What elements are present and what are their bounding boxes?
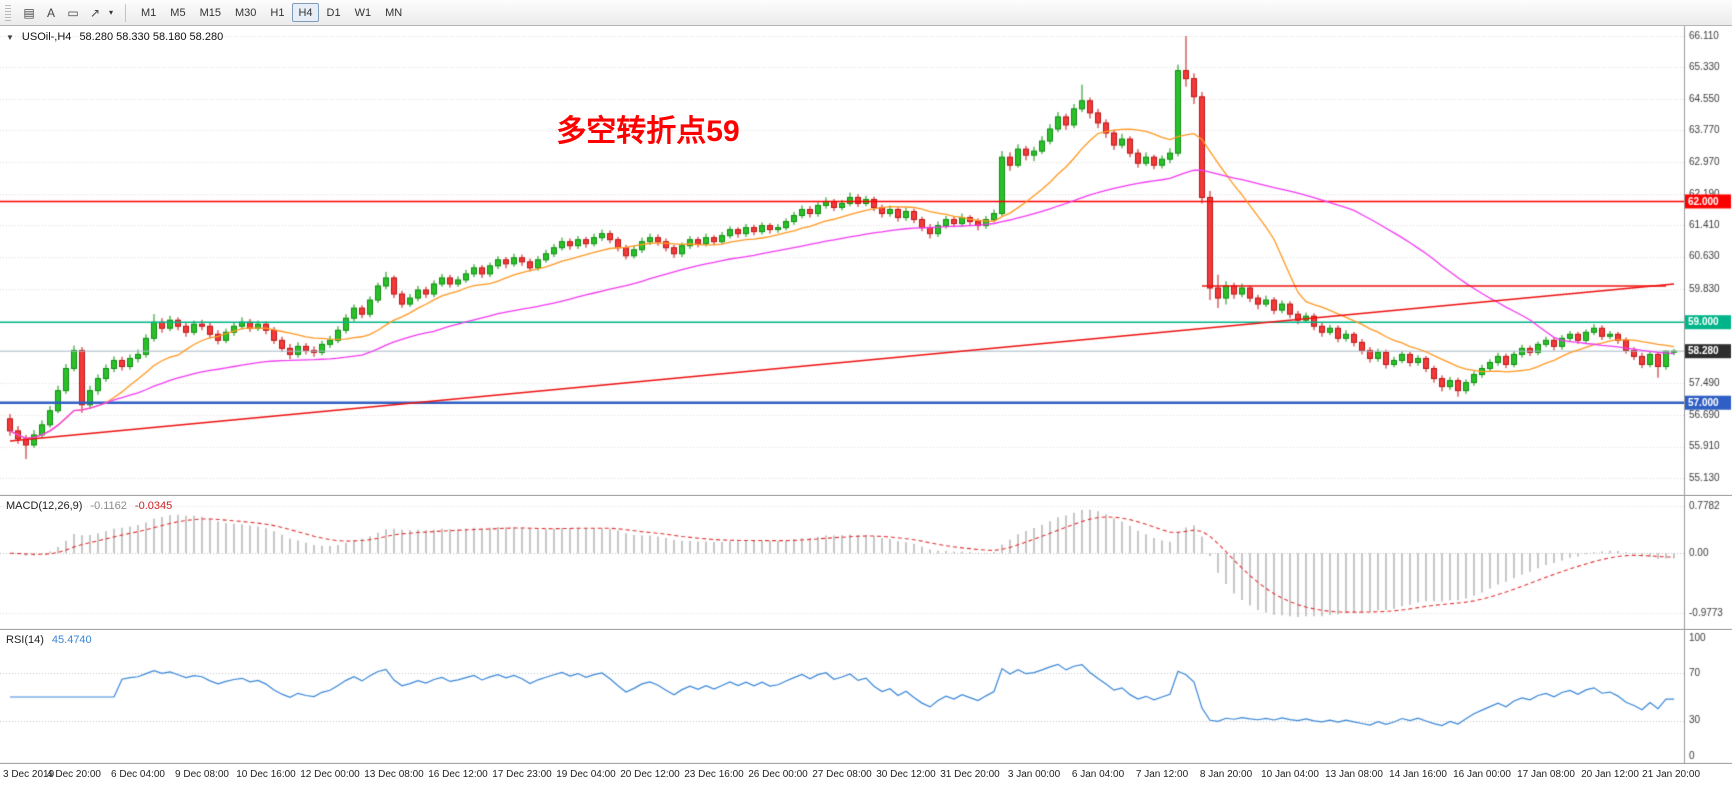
shapes-tool-icon[interactable]: ▭ <box>67 5 79 20</box>
timeframe-d1-button[interactable]: D1 <box>326 6 341 19</box>
ohlc-values: 58.280 58.330 58.180 58.280 <box>79 31 224 43</box>
time-label: 3 Jan 00:00 <box>1007 769 1061 780</box>
macd-indicator-label: MACD(12,26,9) -0.1162 -0.0345 <box>6 500 172 512</box>
time-label: 16 Jan 00:00 <box>1453 769 1511 780</box>
time-label: 14 Jan 16:00 <box>1389 769 1447 780</box>
time-label: 23 Dec 16:00 <box>684 769 744 780</box>
time-label: 10 Jan 04:00 <box>1261 769 1319 780</box>
time-label: 31 Dec 20:00 <box>940 769 1000 780</box>
symbol-ohlc-label: ▼ USOil-,H4 58.280 58.330 58.180 58.280 <box>6 31 223 43</box>
macd-canvas[interactable] <box>0 496 1732 630</box>
time-label: 17 Dec 23:00 <box>492 769 552 780</box>
dropdown-caret-icon[interactable]: ▾ <box>108 8 113 17</box>
timeframe-m30-button[interactable]: M30 <box>234 6 257 19</box>
drawing-tools-group: ▤ A ▭ ↗ ▾ <box>18 3 116 23</box>
time-label: 10 Dec 16:00 <box>236 769 296 780</box>
macd-panel: MACD(12,26,9) -0.1162 -0.0345 <box>0 496 1732 630</box>
timeframe-w1-button[interactable]: W1 <box>354 6 372 19</box>
arrows-tool-icon[interactable]: ↗ <box>89 5 101 20</box>
time-label: 4 Dec 20:00 <box>47 769 101 780</box>
time-label: 6 Jan 04:00 <box>1071 769 1125 780</box>
time-label: 20 Dec 12:00 <box>620 769 680 780</box>
time-label: 27 Dec 08:00 <box>812 769 872 780</box>
time-label: 16 Dec 12:00 <box>428 769 488 780</box>
time-label: 30 Dec 12:00 <box>876 769 936 780</box>
rsi-title: RSI(14) <box>6 634 44 646</box>
time-label: 26 Dec 00:00 <box>748 769 808 780</box>
timeframe-m1-button[interactable]: M1 <box>141 6 157 19</box>
collapse-triangle-icon[interactable]: ▼ <box>6 32 14 42</box>
timeframe-h4-button[interactable]: H4 <box>292 3 319 22</box>
rsi-indicator-label: RSI(14) 45.4740 <box>6 634 92 646</box>
rsi-value: 45.4740 <box>51 634 92 646</box>
macd-signal-value: -0.0345 <box>134 500 173 512</box>
price-chart-panel: ▼ USOil-,H4 58.280 58.330 58.180 58.280 … <box>0 26 1732 496</box>
time-label: 17 Jan 08:00 <box>1517 769 1575 780</box>
time-label: 6 Dec 04:00 <box>111 769 165 780</box>
rsi-panel: RSI(14) 45.4740 <box>0 630 1732 764</box>
time-label: 9 Dec 08:00 <box>175 769 229 780</box>
time-label: 8 Jan 20:00 <box>1199 769 1253 780</box>
time-label: 20 Jan 12:00 <box>1581 769 1639 780</box>
symbol-name: USOil-,H4 <box>21 31 72 43</box>
toolbar-separator <box>125 3 126 22</box>
text-label-tool-icon[interactable]: A <box>46 5 55 20</box>
timeframe-group: M1 M5 M15 M30 H1 H4 D1 W1 MN <box>135 3 408 22</box>
chart-grid-tool-icon[interactable]: ▤ <box>23 5 35 20</box>
toolbar-grip[interactable] <box>5 4 11 21</box>
time-label: 13 Dec 08:00 <box>364 769 424 780</box>
timeframe-m15-button[interactable]: M15 <box>199 6 221 19</box>
annotation-text[interactable]: 多空转折点59 <box>556 115 740 148</box>
time-label: 13 Jan 08:00 <box>1325 769 1383 780</box>
time-label: 12 Dec 00:00 <box>300 769 360 780</box>
time-label: 21 Jan 20:00 <box>1642 769 1700 780</box>
time-axis: 3 Dec 2019 4 Dec 20:00 6 Dec 04:00 9 Dec 08… <box>0 764 1732 791</box>
time-label: 19 Dec 04:00 <box>556 769 616 780</box>
macd-title: MACD(12,26,9) <box>6 500 83 512</box>
time-label: 7 Jan 12:00 <box>1135 769 1189 780</box>
price-chart-canvas[interactable] <box>0 26 1732 496</box>
rsi-canvas[interactable] <box>0 630 1732 764</box>
top-toolbar: ▤ A ▭ ↗ ▾ M1 M5 M15 M30 H1 H4 D1 W1 MN <box>0 0 1732 26</box>
timeframe-h1-button[interactable]: H1 <box>270 6 285 19</box>
timeframe-mn-button[interactable]: MN <box>385 6 403 19</box>
timeframe-m5-button[interactable]: M5 <box>170 6 186 19</box>
time-label: 3 Dec 2019 <box>3 769 55 780</box>
macd-main-value: -0.1162 <box>90 500 127 512</box>
